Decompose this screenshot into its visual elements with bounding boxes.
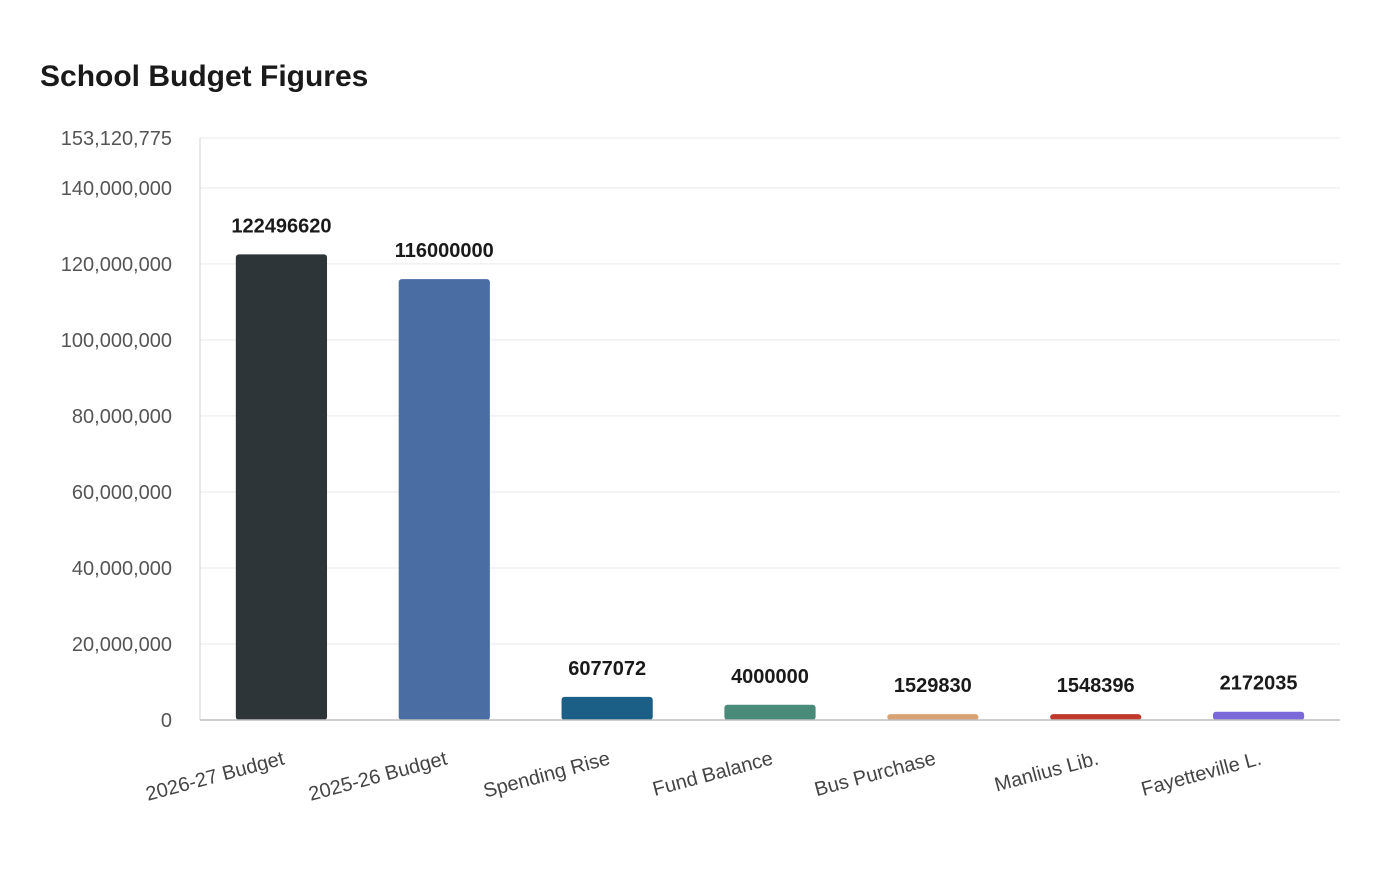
x-category-label: Manlius Lib.: [992, 748, 1101, 797]
bar: [561, 696, 653, 720]
y-tick-label: 80,000,000: [72, 406, 172, 428]
y-tick-label: 0: [161, 710, 172, 732]
y-tick-label: 20,000,000: [72, 634, 172, 656]
y-tick-label: 140,000,000: [61, 178, 172, 200]
y-tick-label: 120,000,000: [61, 254, 172, 276]
x-axis-categories: 2026-27 Budget 2025-26 Budget Spending Ris…: [144, 747, 1264, 805]
data-label: 4000000: [731, 666, 809, 688]
y-tick-label: 40,000,000: [72, 558, 172, 580]
bar: [235, 254, 328, 720]
data-labels: 122496620 116000000 6077072 4000000 1529830 1…: [231, 215, 1297, 697]
y-axis-ticks: 0 20,000,000 40,000,000 60,000,000 80,000,00…: [61, 128, 172, 732]
x-category-label: Bus Purchase: [812, 748, 938, 801]
x-category-label: 2025-26 Budget: [306, 747, 450, 805]
bar: [1212, 711, 1305, 720]
x-category-label: Fund Balance: [650, 748, 775, 801]
y-tick-label: 153,120,775: [61, 128, 172, 150]
y-tick-label: 100,000,000: [61, 330, 172, 352]
gridlines: [200, 137, 1340, 645]
data-label: 1548396: [1057, 675, 1135, 697]
bar: [724, 704, 816, 720]
chart-title: School Budget Figures: [40, 60, 369, 93]
data-label: 116000000: [395, 240, 494, 262]
bars: [235, 254, 1305, 720]
x-category-label: 2026-27 Budget: [144, 747, 288, 805]
x-category-label: Spending Rise: [481, 748, 612, 803]
data-label: 6077072: [568, 658, 646, 680]
bar: [887, 714, 979, 720]
data-label: 1529830: [894, 675, 972, 697]
bar: [398, 279, 490, 720]
bar: [1050, 714, 1142, 720]
data-label: 122496620: [231, 215, 331, 237]
data-label: 2172035: [1220, 673, 1298, 695]
y-tick-label: 60,000,000: [72, 482, 172, 504]
x-category-label: Fayetteville L.: [1139, 748, 1264, 801]
